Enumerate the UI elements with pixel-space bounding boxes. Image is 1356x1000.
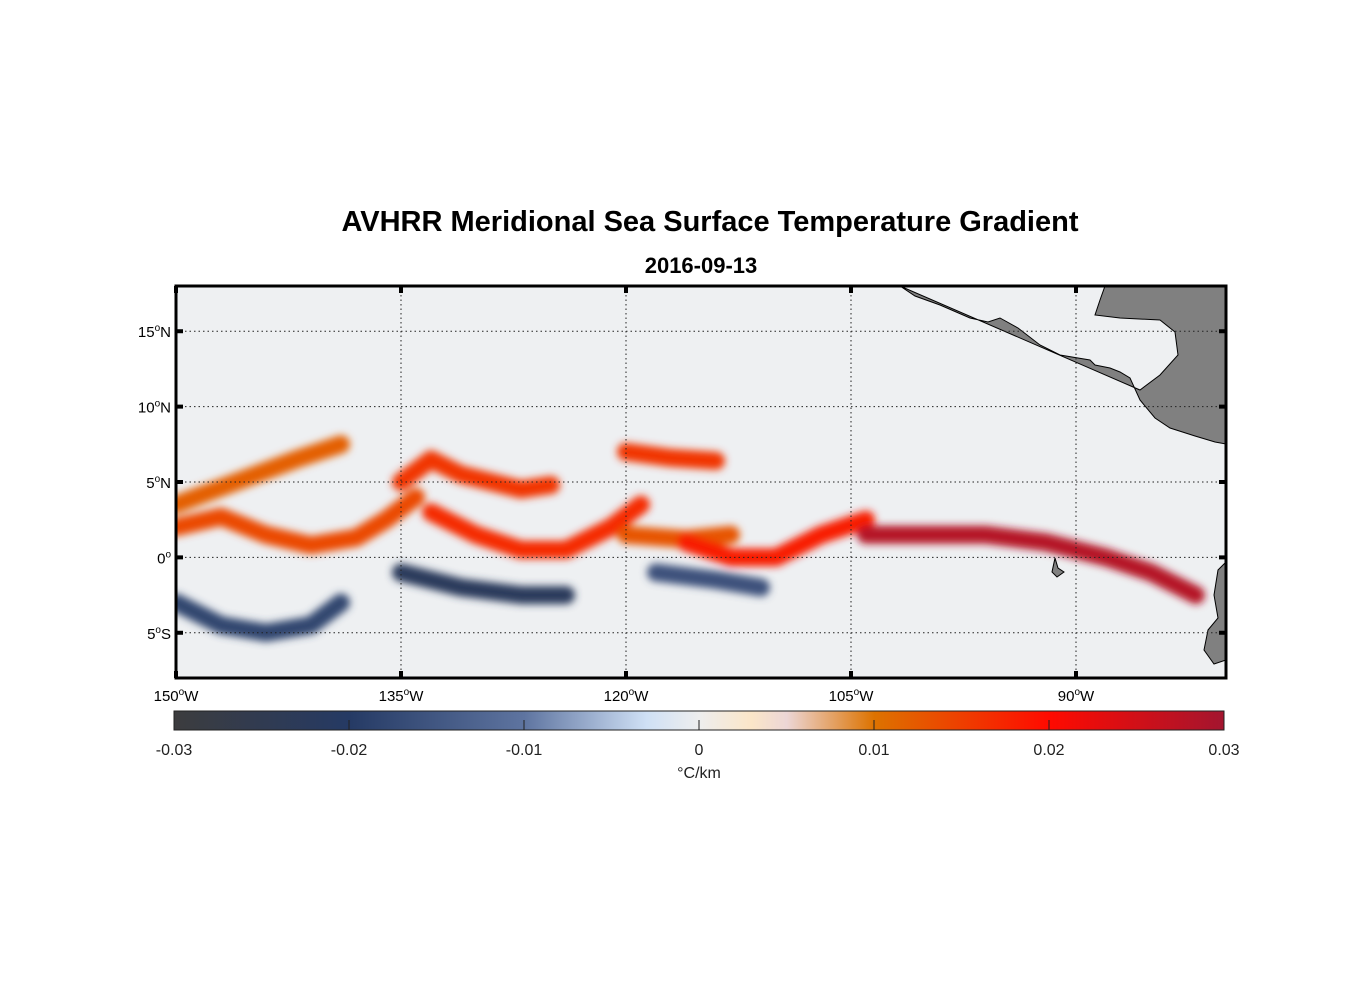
chart-subtitle: 2016-09-13 <box>644 253 758 278</box>
x-tick-label: 90oW <box>1058 687 1095 705</box>
front-southern-negative-3 <box>647 563 770 597</box>
front-southern-negative-2 <box>392 563 575 605</box>
x-axis: 150oW 135oW 120oW 105oW 90oW <box>154 286 1095 705</box>
x-tick-label: 120oW <box>604 687 650 705</box>
chart-title: AVHRR Meridional Sea Surface Temperature… <box>341 206 1079 238</box>
y-tick-label: 15oN <box>138 323 171 341</box>
y-tick-label: 5oS <box>147 625 171 643</box>
land-mask <box>899 286 1226 665</box>
y-axis: 15oN 10oN 5oN 0o 5oS <box>138 323 1226 643</box>
south-america-land <box>1203 561 1226 665</box>
colorbar-tick-label: -0.03 <box>156 742 193 759</box>
front-tiw-crest-2 <box>617 442 725 470</box>
front-equatorial-front-west-north <box>176 435 350 514</box>
colorbar-tick-label: 0.01 <box>858 742 889 759</box>
x-tick-label: 150oW <box>154 687 200 705</box>
colorbar-tick-label: -0.02 <box>331 742 368 759</box>
colorbar-label: °C/km <box>677 765 721 782</box>
front-eastern-front <box>857 525 1205 605</box>
colorbar-ticks: -0.03 -0.02 -0.01 0 0.01 0.02 0.03 <box>156 720 1240 759</box>
front-tiw-trough-1 <box>422 495 650 559</box>
colorbar-tick-label: 0 <box>695 742 704 759</box>
y-tick-label: 5oN <box>146 474 171 492</box>
colorbar-tick-label: 0.03 <box>1208 742 1239 759</box>
x-tick-label: 105oW <box>829 687 875 705</box>
front-equatorial-front-west <box>176 488 425 555</box>
galapagos-island <box>1051 557 1065 578</box>
central-america-land <box>899 286 1226 445</box>
y-tick-label: 10oN <box>138 399 171 417</box>
x-tick-label: 135oW <box>379 687 425 705</box>
colorbar-tick-label: 0.02 <box>1033 742 1064 759</box>
y-tick-label: 0o <box>157 549 171 567</box>
colorbar-tick-label: -0.01 <box>506 742 543 759</box>
front-tiw-crest-1 <box>392 450 560 499</box>
